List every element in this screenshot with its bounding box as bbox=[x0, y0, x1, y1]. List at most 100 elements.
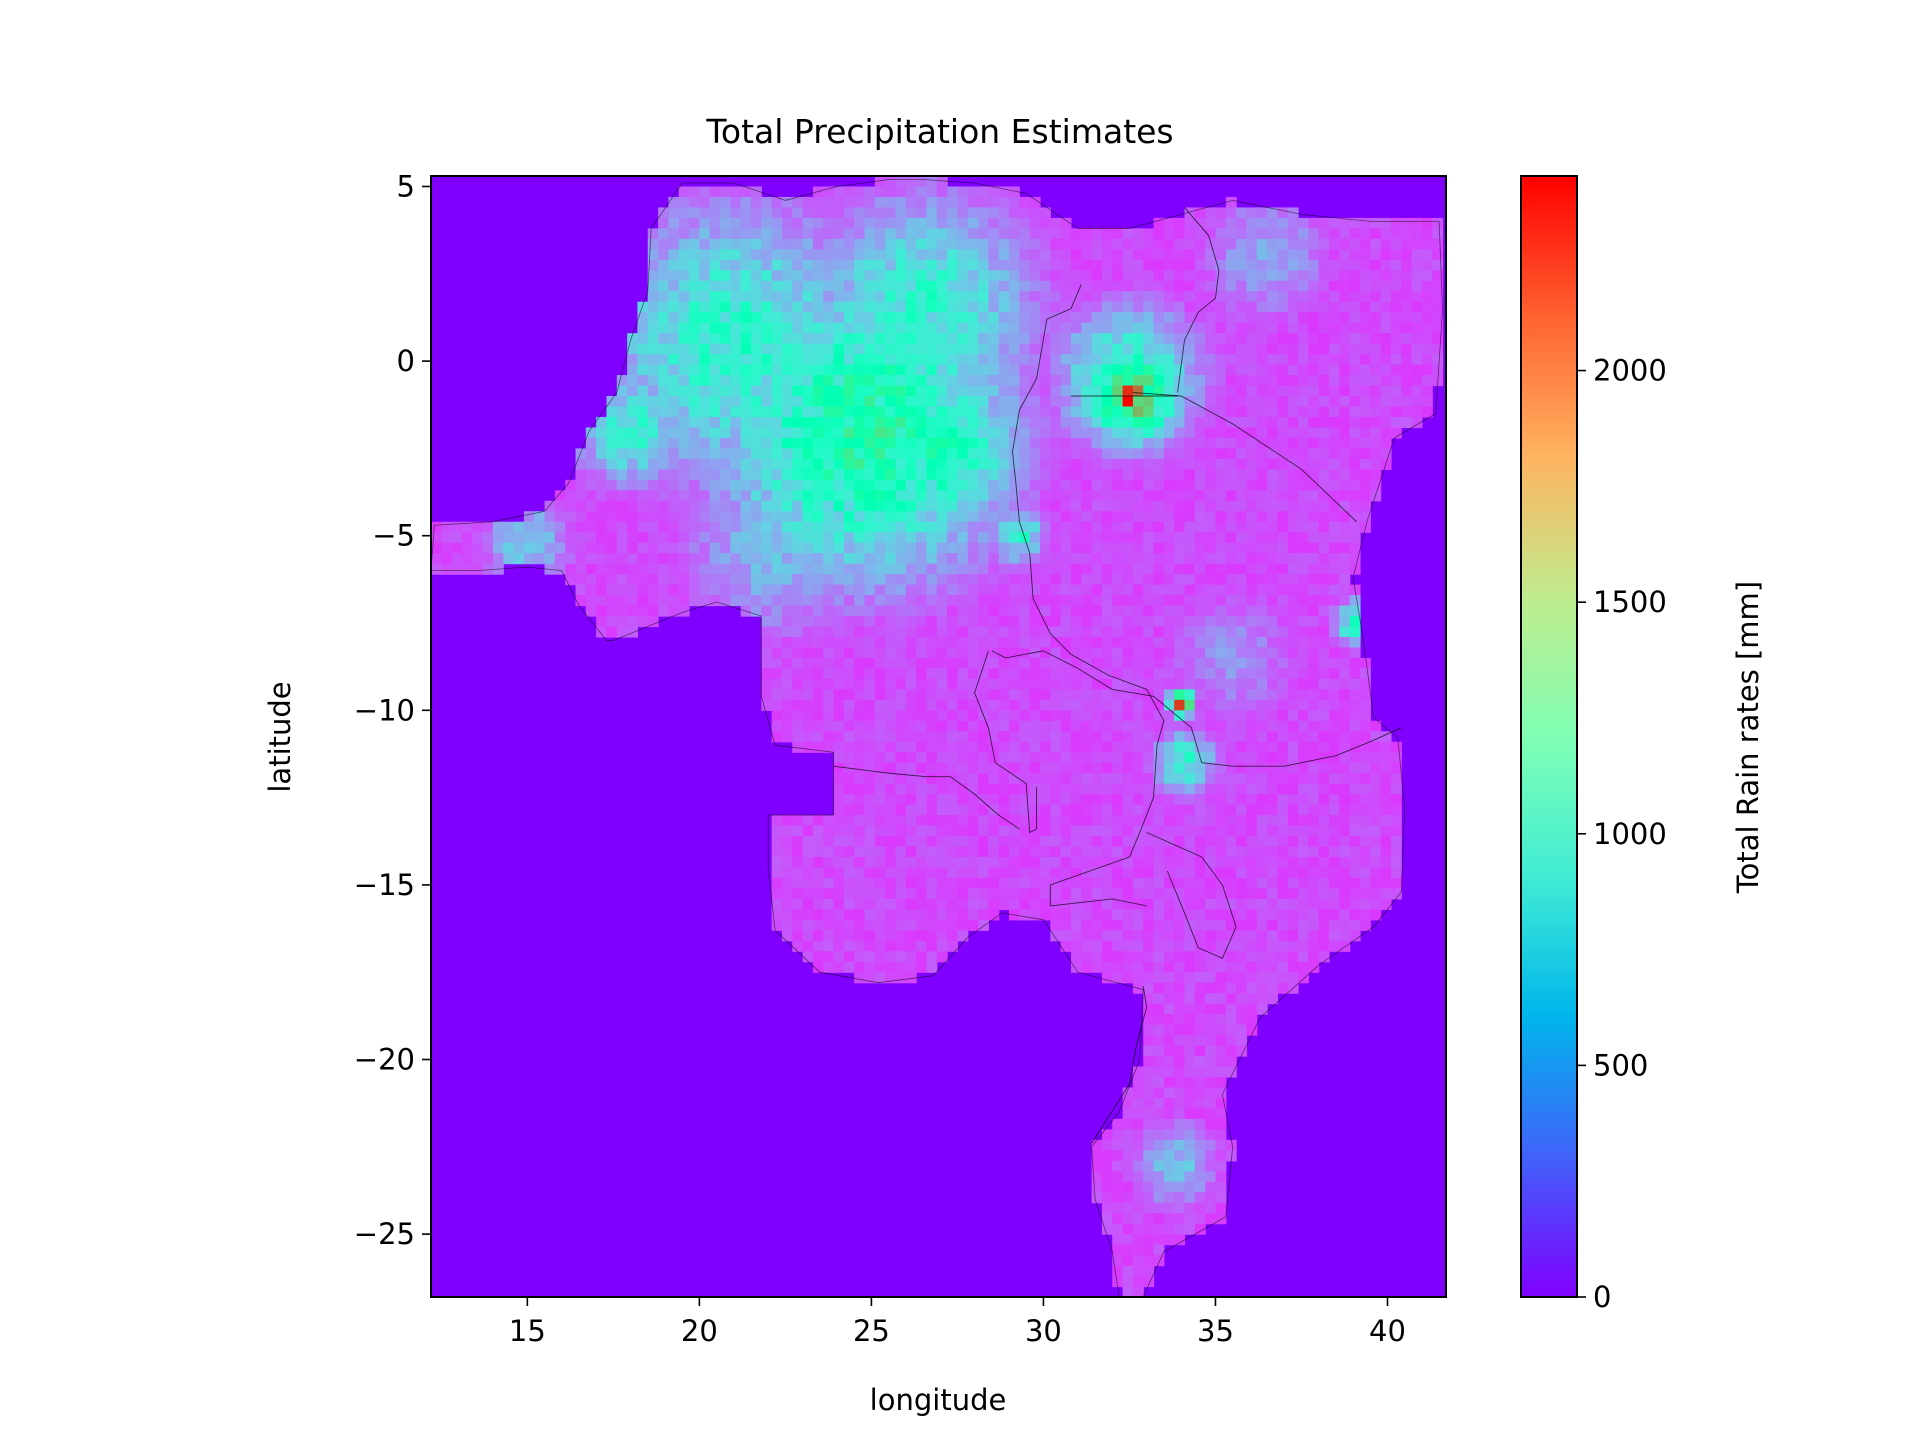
grid-cell bbox=[874, 228, 886, 240]
grid-cell bbox=[833, 238, 845, 250]
grid-cell bbox=[1040, 815, 1051, 827]
grid-cell bbox=[823, 207, 835, 219]
grid-cell bbox=[936, 678, 948, 690]
grid-cell bbox=[1019, 636, 1031, 649]
grid-cell bbox=[1050, 563, 1062, 575]
grid-cell bbox=[1153, 448, 1165, 460]
grid-cell bbox=[523, 542, 535, 554]
grid-cell bbox=[1070, 647, 1082, 659]
grid-cell bbox=[1194, 605, 1206, 617]
grid-cell bbox=[1112, 1192, 1124, 1204]
grid-cell bbox=[1215, 448, 1227, 460]
grid-cell bbox=[1225, 930, 1237, 942]
grid-cell bbox=[1163, 1118, 1175, 1130]
grid-cell bbox=[1256, 846, 1268, 858]
grid-cell bbox=[1256, 427, 1268, 439]
grid-cell bbox=[916, 731, 928, 743]
grid-cell bbox=[1205, 720, 1217, 732]
grid-cell bbox=[1174, 1192, 1186, 1204]
grid-cell bbox=[1153, 699, 1165, 711]
grid-cell bbox=[1091, 699, 1103, 711]
grid-cell bbox=[1267, 982, 1278, 994]
grid-cell bbox=[957, 794, 969, 806]
grid-cell bbox=[1070, 479, 1082, 491]
grid-cell bbox=[967, 469, 979, 481]
grid-cell bbox=[1329, 783, 1340, 795]
grid-cell bbox=[1256, 752, 1268, 764]
grid-cell bbox=[864, 731, 876, 743]
grid-cell bbox=[874, 815, 886, 827]
grid-cell bbox=[792, 333, 804, 345]
grid-cell bbox=[988, 584, 1000, 596]
grid-cell bbox=[761, 699, 773, 711]
grid-cell bbox=[1308, 951, 1320, 963]
grid-cell bbox=[709, 500, 721, 512]
grid-cell bbox=[978, 616, 989, 628]
grid-cell bbox=[1070, 804, 1082, 816]
grid-cell bbox=[575, 511, 587, 523]
grid-cell bbox=[1143, 867, 1155, 879]
grid-cell bbox=[1205, 1056, 1217, 1068]
grid-cell bbox=[1225, 595, 1237, 607]
grid-cell bbox=[1277, 249, 1289, 261]
grid-cell bbox=[864, 207, 876, 219]
grid-cell bbox=[1081, 961, 1093, 973]
grid-cell bbox=[781, 354, 793, 366]
grid-cell bbox=[1153, 364, 1165, 376]
grid-cell bbox=[761, 228, 773, 240]
grid-cell bbox=[431, 563, 442, 575]
grid-cell bbox=[482, 532, 494, 544]
grid-cell bbox=[967, 783, 979, 795]
grid-cell bbox=[843, 783, 855, 795]
grid-cell bbox=[1236, 479, 1248, 491]
grid-cell bbox=[1267, 668, 1278, 680]
grid-cell bbox=[1225, 427, 1237, 439]
grid-cell bbox=[1091, 804, 1103, 816]
grid-cell bbox=[730, 186, 742, 198]
grid-cell bbox=[833, 196, 845, 209]
grid-cell bbox=[1205, 1066, 1217, 1078]
grid-cell bbox=[1318, 940, 1330, 952]
grid-cell bbox=[1050, 836, 1062, 848]
grid-cell bbox=[833, 836, 845, 848]
grid-cell bbox=[1101, 333, 1113, 345]
grid-cell bbox=[1122, 259, 1134, 271]
grid-cell bbox=[1153, 762, 1165, 774]
grid-cell bbox=[1163, 1066, 1175, 1078]
grid-cell bbox=[1329, 364, 1340, 376]
grid-cell bbox=[585, 500, 597, 512]
grid-cell bbox=[1143, 605, 1155, 617]
grid-cell bbox=[1153, 1160, 1165, 1172]
grid-cell bbox=[1019, 270, 1031, 282]
grid-cell bbox=[854, 238, 866, 250]
grid-cell bbox=[1029, 909, 1041, 921]
grid-cell bbox=[699, 584, 711, 596]
grid-cell bbox=[967, 333, 979, 345]
grid-cell bbox=[1009, 815, 1020, 827]
grid-cell bbox=[802, 678, 814, 690]
grid-cell bbox=[1174, 584, 1186, 596]
grid-cell bbox=[1070, 888, 1082, 900]
grid-cell bbox=[1215, 511, 1227, 523]
grid-cell bbox=[843, 217, 855, 229]
grid-cell bbox=[750, 249, 762, 261]
grid-cell bbox=[843, 542, 855, 554]
grid-cell bbox=[1112, 636, 1124, 649]
grid-cell bbox=[730, 333, 742, 345]
grid-cell bbox=[1009, 437, 1020, 449]
grid-cell bbox=[1081, 626, 1093, 638]
grid-cell bbox=[833, 458, 845, 470]
grid-cell bbox=[771, 364, 783, 376]
grid-cell bbox=[1029, 856, 1041, 869]
grid-cell bbox=[1070, 815, 1082, 827]
grid-cell bbox=[812, 490, 824, 502]
grid-cell bbox=[689, 448, 700, 460]
grid-cell bbox=[1174, 437, 1186, 449]
grid-cell bbox=[689, 595, 700, 607]
grid-cell bbox=[1060, 301, 1072, 313]
grid-cell bbox=[926, 731, 938, 743]
grid-cell bbox=[1308, 458, 1320, 470]
grid-cell bbox=[1019, 406, 1031, 418]
grid-cell bbox=[1225, 940, 1237, 952]
grid-cell bbox=[1070, 574, 1082, 586]
